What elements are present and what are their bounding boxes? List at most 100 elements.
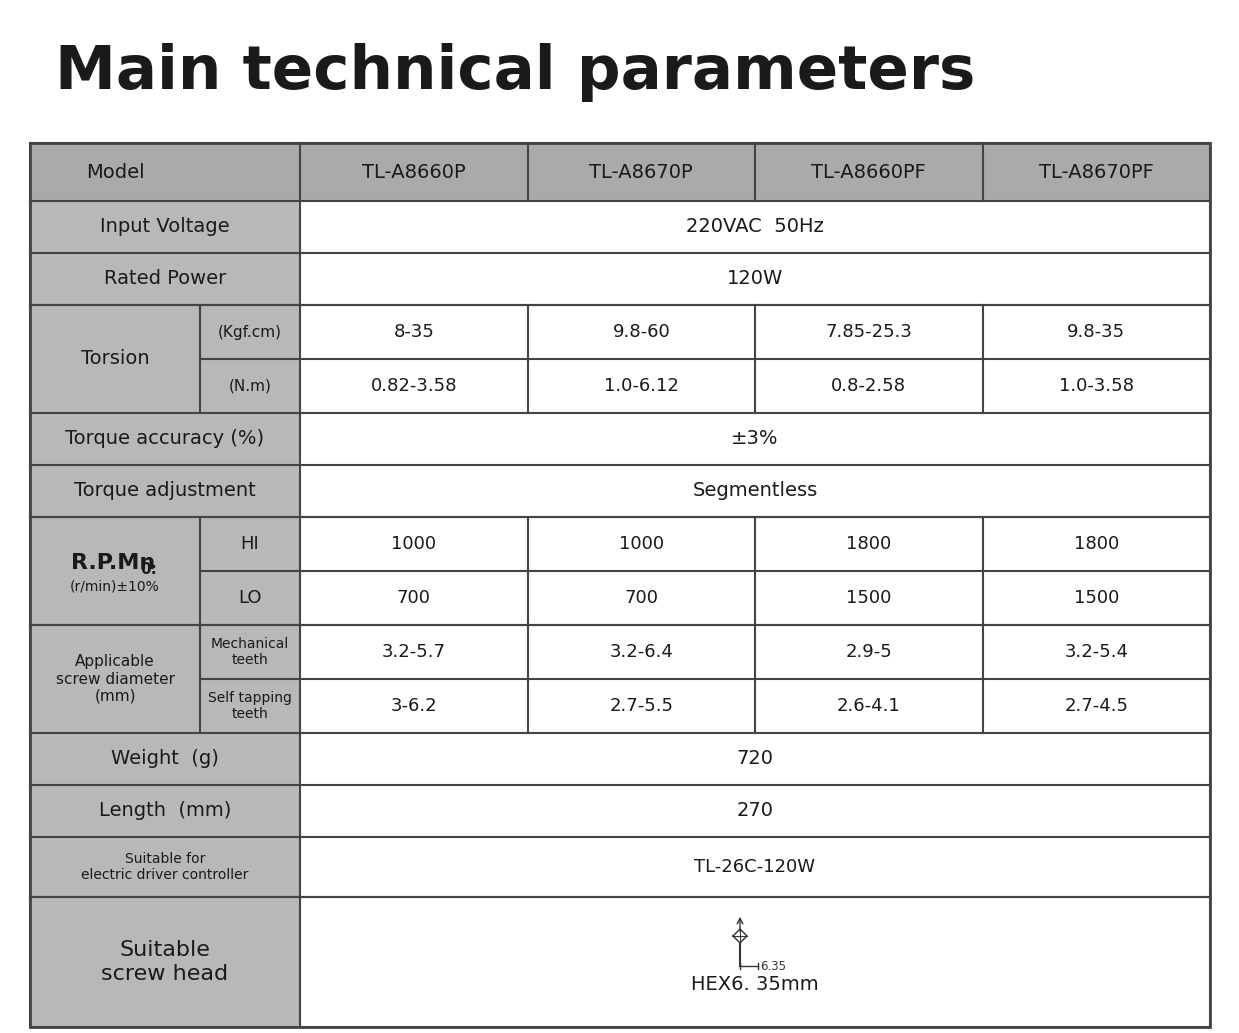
Bar xyxy=(528,625,755,679)
Text: 6.35: 6.35 xyxy=(760,960,786,972)
Text: Segmentless: Segmentless xyxy=(693,481,818,501)
Text: 1800: 1800 xyxy=(846,535,891,553)
Text: 700: 700 xyxy=(624,589,658,607)
Text: Main technical parameters: Main technical parameters xyxy=(55,43,975,102)
Text: 1.0-6.12: 1.0-6.12 xyxy=(603,377,679,395)
Text: Length  (mm): Length (mm) xyxy=(99,802,232,820)
Bar xyxy=(755,516,983,571)
Text: 2.6-4.1: 2.6-4.1 xyxy=(836,697,901,715)
Bar xyxy=(30,143,1211,201)
Text: (r/min)±10%: (r/min)±10% xyxy=(71,580,160,594)
Bar xyxy=(755,571,983,625)
Bar xyxy=(30,465,300,516)
Bar xyxy=(30,625,199,733)
Bar xyxy=(199,679,300,733)
Text: TL-A8670P: TL-A8670P xyxy=(590,162,693,182)
Text: 0.8-2.58: 0.8-2.58 xyxy=(831,377,906,395)
Bar xyxy=(300,785,1211,837)
Bar xyxy=(300,837,1211,897)
Bar xyxy=(300,733,1211,785)
Bar xyxy=(300,516,528,571)
Text: ±3%: ±3% xyxy=(731,430,779,448)
Text: 720: 720 xyxy=(736,750,773,769)
Bar xyxy=(983,516,1211,571)
Bar xyxy=(300,359,528,413)
Bar xyxy=(30,253,300,305)
Text: TL-26C-120W: TL-26C-120W xyxy=(695,858,815,876)
Text: Model: Model xyxy=(85,162,144,182)
Text: Weight  (g): Weight (g) xyxy=(112,750,219,769)
Bar xyxy=(528,305,755,359)
Text: 2.7-4.5: 2.7-4.5 xyxy=(1064,697,1129,715)
Text: Torsion: Torsion xyxy=(81,349,150,369)
Bar xyxy=(300,679,528,733)
Bar xyxy=(983,625,1211,679)
Bar xyxy=(199,571,300,625)
Bar xyxy=(199,625,300,679)
Bar xyxy=(755,359,983,413)
Bar xyxy=(30,733,300,785)
Bar xyxy=(528,571,755,625)
Bar xyxy=(755,625,983,679)
Bar xyxy=(30,413,300,465)
Bar xyxy=(983,571,1211,625)
Bar xyxy=(300,897,1211,1027)
Bar xyxy=(30,837,300,897)
Bar xyxy=(300,201,1211,253)
Bar xyxy=(300,305,528,359)
Bar xyxy=(300,413,1211,465)
Text: 0:: 0: xyxy=(140,563,157,577)
Bar xyxy=(528,516,755,571)
Text: Input Voltage: Input Voltage xyxy=(100,218,229,237)
Text: 9.8-35: 9.8-35 xyxy=(1067,323,1125,341)
Text: Torque accuracy (%): Torque accuracy (%) xyxy=(66,430,265,448)
Bar xyxy=(199,516,300,571)
Bar xyxy=(30,516,199,625)
Text: Rated Power: Rated Power xyxy=(104,270,227,288)
Text: 1500: 1500 xyxy=(846,589,891,607)
Text: HI: HI xyxy=(240,535,259,553)
Text: Applicable
screw diameter
(mm): Applicable screw diameter (mm) xyxy=(56,654,175,703)
Bar xyxy=(755,679,983,733)
Bar xyxy=(528,359,755,413)
Bar xyxy=(983,359,1211,413)
Bar xyxy=(300,625,528,679)
Text: HEX6. 35mm: HEX6. 35mm xyxy=(691,974,819,994)
Text: TL-A8670PF: TL-A8670PF xyxy=(1038,162,1154,182)
Text: 3.2-5.4: 3.2-5.4 xyxy=(1064,643,1129,661)
Text: 3.2-5.7: 3.2-5.7 xyxy=(382,643,446,661)
Bar xyxy=(199,305,300,359)
Bar xyxy=(30,305,199,413)
Text: 0.82-3.58: 0.82-3.58 xyxy=(370,377,457,395)
Bar xyxy=(300,253,1211,305)
Text: 2.7-5.5: 2.7-5.5 xyxy=(610,697,673,715)
Text: 120W: 120W xyxy=(727,270,783,288)
Text: (Kgf.cm): (Kgf.cm) xyxy=(218,324,282,340)
Bar xyxy=(528,679,755,733)
Text: 270: 270 xyxy=(736,802,773,820)
Text: TL-A8660P: TL-A8660P xyxy=(362,162,466,182)
Bar xyxy=(983,679,1211,733)
Bar xyxy=(983,305,1211,359)
Text: 1.0-3.58: 1.0-3.58 xyxy=(1059,377,1134,395)
Bar xyxy=(30,143,1211,1027)
Text: LO: LO xyxy=(238,589,261,607)
Bar xyxy=(755,305,983,359)
Bar xyxy=(199,359,300,413)
Text: Torque adjustment: Torque adjustment xyxy=(74,481,256,501)
Text: Self tapping
teeth: Self tapping teeth xyxy=(208,691,292,721)
Text: Mechanical
teeth: Mechanical teeth xyxy=(211,637,289,667)
Text: 7.85-25.3: 7.85-25.3 xyxy=(825,323,912,341)
Text: 9.8-60: 9.8-60 xyxy=(612,323,670,341)
Text: 1000: 1000 xyxy=(618,535,664,553)
Text: (N.m): (N.m) xyxy=(228,378,271,394)
Text: 3-6.2: 3-6.2 xyxy=(390,697,437,715)
Bar xyxy=(30,785,300,837)
Text: Suitable
screw head: Suitable screw head xyxy=(102,940,228,983)
Text: Suitable for
electric driver controller: Suitable for electric driver controller xyxy=(82,852,249,882)
Text: 8-35: 8-35 xyxy=(393,323,434,341)
Text: 220VAC  50Hz: 220VAC 50Hz xyxy=(686,218,824,237)
Text: TL-A8660PF: TL-A8660PF xyxy=(812,162,927,182)
Text: 1500: 1500 xyxy=(1073,589,1119,607)
Text: R.P.Mn: R.P.Mn xyxy=(71,553,155,573)
